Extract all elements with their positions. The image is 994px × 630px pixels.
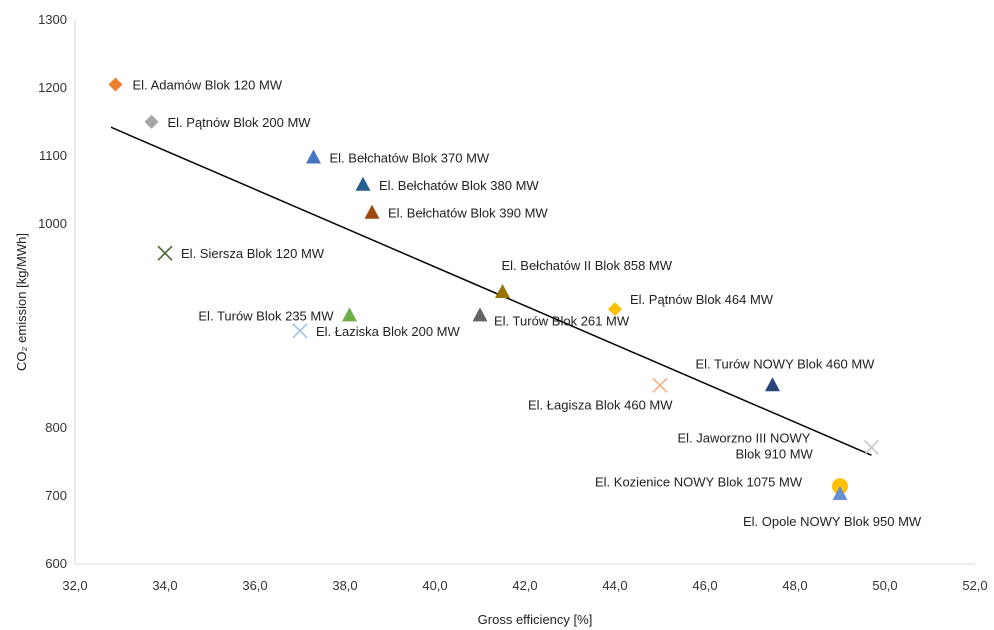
data-point: [495, 284, 510, 298]
y-tick-label: 800: [45, 420, 67, 435]
point-label: El. Turów Blok 235 MW: [198, 308, 334, 323]
point-label: El. Łaziska Blok 200 MW: [316, 324, 461, 339]
point-label: El. Bełchatów Blok 390 MW: [388, 206, 548, 221]
x-tick-label: 48,0: [782, 578, 807, 593]
data-point: [342, 307, 357, 322]
point-label: El. Pątnów Blok 200 MW: [168, 115, 312, 130]
data-point: [765, 377, 780, 392]
data-point: [292, 323, 308, 339]
data-point: [832, 486, 848, 501]
data-points: [108, 77, 880, 501]
point-label: El. Pątnów Blok 464 MW: [630, 292, 774, 307]
y-tick-labels: 600 700 800 1000 1100 1200 1300: [38, 12, 67, 571]
x-tick-label: 44,0: [602, 578, 627, 593]
point-label: El. Bełchatów Blok 380 MW: [379, 178, 539, 193]
x-axis-title: Gross efficiency [%]: [478, 612, 593, 627]
y-tick-label: 1300: [38, 12, 67, 27]
data-point: [472, 307, 488, 322]
data-point: [608, 302, 622, 317]
x-tick-labels: 32,0 34,0 36,0 38,0 40,0 42,0 44,0 46,0 48,0 50,0…: [62, 578, 987, 593]
x-tick-label: 38,0: [332, 578, 357, 593]
data-point: [863, 439, 880, 455]
y-tick-label: 700: [45, 488, 67, 503]
y-tick-label: 1100: [39, 148, 67, 163]
point-label: El. Adamów Blok 120 MW: [133, 78, 283, 93]
y-axis-title: CO₂ emission [kg/MWh]: [14, 233, 29, 371]
axes: [74, 20, 975, 565]
point-labels: El. Adamów Blok 120 MW El. Pątnów Blok 20…: [133, 78, 922, 530]
data-point: [144, 114, 159, 129]
point-label: El. Opole NOWY Blok 950 MW: [743, 514, 922, 529]
trendline: [110, 126, 872, 456]
x-tick-label: 34,0: [152, 578, 177, 593]
data-point: [306, 149, 321, 164]
x-tick-label: 52,0: [962, 578, 987, 593]
data-point: [157, 245, 173, 261]
x-tick-label: 36,0: [242, 578, 267, 593]
x-tick-label: 50,0: [872, 578, 897, 593]
x-tick-label: 42,0: [512, 578, 537, 593]
point-label: El. Turów Blok 261 MW: [494, 313, 630, 328]
data-point: [652, 377, 668, 393]
data-point: [364, 204, 380, 219]
data-point: [355, 176, 371, 191]
data-point: [108, 77, 123, 92]
point-label: El. Łagisza Blok 460 MW: [528, 397, 673, 412]
y-tick-label: 1200: [38, 80, 67, 95]
x-tick-label: 40,0: [422, 578, 447, 593]
point-label: El. Kozienice NOWY Blok 1075 MW: [595, 474, 803, 489]
y-tick-label: 1000: [38, 216, 67, 231]
point-label: El. Jaworzno III NOWY Blok 910 MW: [678, 430, 814, 461]
point-label: El. Turów NOWY Blok 460 MW: [696, 356, 876, 371]
point-label: El. Bełchatów Blok 370 MW: [330, 151, 490, 166]
x-tick-label: 32,0: [62, 578, 87, 593]
point-label: El. Bełchatów II Blok 858 MW: [502, 258, 673, 273]
x-tick-label: 46,0: [692, 578, 717, 593]
point-label: El. Siersza Blok 120 MW: [181, 246, 325, 261]
y-tick-label: 600: [45, 556, 67, 571]
